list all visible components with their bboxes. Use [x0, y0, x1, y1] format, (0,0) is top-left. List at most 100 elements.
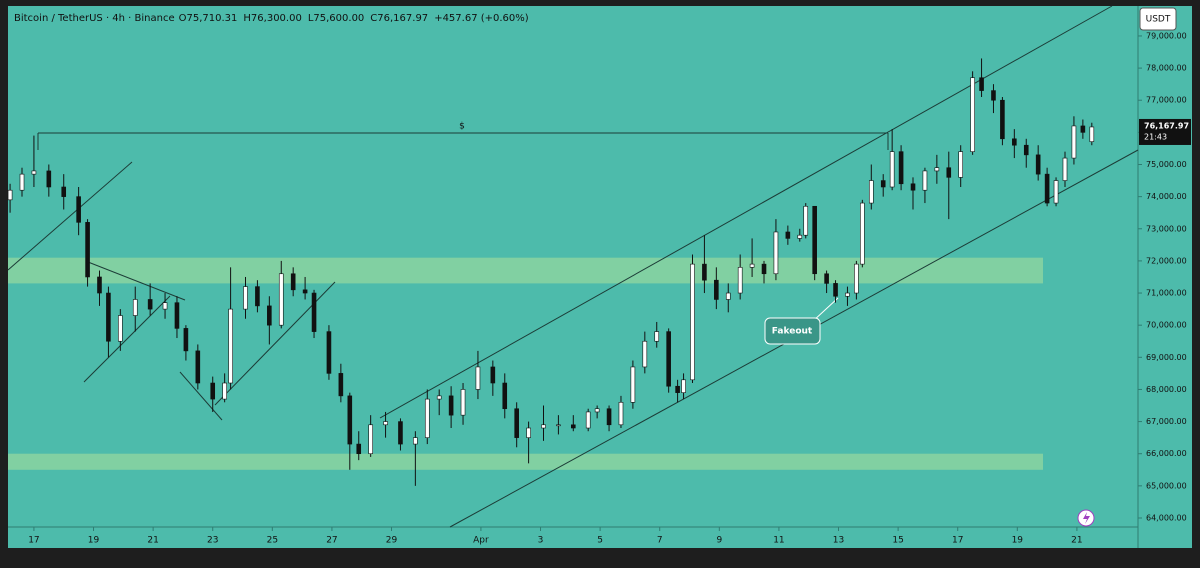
x-tick-label: 17 [28, 536, 39, 546]
candle-body [1044, 173, 1050, 204]
candle-body [773, 231, 779, 275]
candle-body [278, 273, 284, 326]
candle-body [132, 299, 138, 316]
y-tick-label: 79,000.00 [1146, 31, 1187, 40]
candle-body [85, 222, 90, 278]
trend-line [83, 295, 171, 383]
candle-body [606, 408, 612, 426]
candle-body [475, 366, 481, 390]
y-tick-label: 74,000.00 [1146, 192, 1187, 201]
x-tick-label: 23 [207, 536, 218, 546]
zone [8, 453, 1043, 470]
last-price: 76,167.97 [1144, 121, 1189, 130]
candle-body [195, 350, 201, 384]
y-tick-label: 77,000.00 [1146, 96, 1187, 105]
candle-body [725, 292, 731, 300]
x-tick-label: 7 [657, 536, 663, 546]
annotation: Fakeout [772, 327, 813, 337]
annotation-box [764, 317, 821, 345]
x-tick-label: Apr [473, 536, 489, 546]
y-tick-label: 67,000.00 [1146, 417, 1187, 426]
candle-body [854, 263, 859, 294]
candle-body [570, 424, 576, 429]
candle-body [97, 276, 102, 294]
candle-body [1053, 180, 1059, 204]
candle-body [1080, 125, 1086, 133]
candle-body [845, 292, 850, 297]
candle-body [243, 286, 248, 310]
candle-body [46, 170, 52, 188]
candle-body [824, 273, 829, 284]
candle-body [618, 401, 624, 426]
candle-body [526, 427, 531, 438]
y-tick-label: 72,000.00 [1146, 256, 1187, 265]
candle-body [1071, 125, 1077, 159]
candle-body [413, 437, 418, 445]
candle-body [702, 263, 707, 281]
candle-body [398, 421, 403, 445]
candle-body [979, 77, 984, 91]
candle-body [1089, 126, 1095, 142]
y-tick-label: 70,000.00 [1146, 321, 1187, 330]
candle-body [958, 151, 963, 178]
candle-body [675, 385, 680, 393]
y-tick-label: 75,000.00 [1146, 160, 1187, 169]
candle-body [812, 205, 817, 275]
candle-body [290, 273, 296, 291]
candle-body [338, 373, 344, 397]
candle-body [797, 234, 803, 239]
candle-body [860, 202, 865, 265]
candle-body [7, 189, 13, 201]
candle-body [690, 263, 695, 381]
x-tick-label: 19 [1012, 536, 1024, 546]
candle-body [31, 170, 37, 175]
currency[interactable]: USDT [1146, 15, 1171, 25]
candle-body [1023, 144, 1029, 156]
zone [8, 257, 1043, 284]
candle-body [922, 170, 928, 191]
candle-body [174, 302, 180, 329]
candle-body [460, 389, 466, 416]
trend-line [7, 161, 133, 271]
candle-body [541, 424, 546, 429]
last-price-tag [1139, 118, 1191, 145]
candle-body [934, 167, 940, 172]
candle-body [326, 331, 332, 374]
candle-body [898, 151, 904, 185]
candle-body [1062, 157, 1068, 181]
candle-body [436, 395, 442, 400]
candle-body [383, 421, 388, 426]
y-tick-label: 73,000.00 [1146, 224, 1187, 233]
candle-body [1012, 138, 1017, 146]
candle-body [162, 302, 168, 310]
header-text: C76,167.97 [370, 13, 428, 24]
candle-body [556, 424, 561, 427]
candle-body [910, 183, 916, 191]
candle-body [368, 424, 373, 455]
header: Bitcoin / TetherUS · 4h · Binance O75,710… [14, 13, 529, 24]
header-text: +457.67 (+0.60%) [434, 13, 529, 24]
x-tick-label: 21 [1071, 536, 1082, 546]
currency-button[interactable] [1139, 7, 1177, 31]
candle-body [585, 411, 591, 429]
header-text: O75,710.31 [179, 13, 238, 24]
candle-body [761, 263, 767, 275]
candle-body [424, 398, 430, 438]
header-text: H76,300.00 [243, 13, 301, 24]
x-tick-label: 3 [538, 536, 544, 546]
x-tick-label: 21 [147, 536, 158, 546]
header-text: Bitcoin / TetherUS · 4h · Binance [14, 13, 175, 24]
candle-body [868, 180, 874, 204]
y-tick-label: 69,000.00 [1146, 353, 1187, 362]
x-tick-label: 19 [88, 536, 100, 546]
y-tick-label: 66,000.00 [1146, 449, 1187, 458]
x-tick-label: 11 [773, 536, 784, 546]
candle-body [106, 292, 111, 342]
candle-body [347, 395, 353, 445]
candle-body [749, 263, 755, 268]
candle-body [1035, 154, 1041, 175]
level-label: $ [459, 122, 465, 132]
candle-body [946, 167, 952, 178]
x-tick-label: 9 [716, 536, 722, 546]
channel-top [379, 5, 1113, 419]
